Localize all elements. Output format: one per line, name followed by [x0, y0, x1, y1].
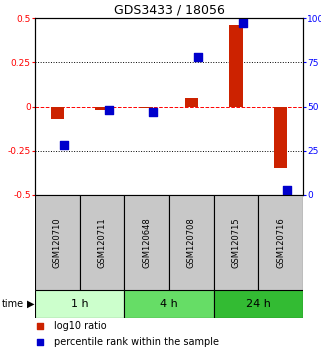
Point [61, 143, 66, 148]
Text: GSM120710: GSM120710 [53, 217, 62, 268]
Bar [35, 290, 124, 318]
Point [285, 187, 290, 193]
Text: percentile rank within the sample: percentile rank within the sample [54, 337, 219, 347]
Text: GSM120708: GSM120708 [187, 217, 196, 268]
Text: 1 h: 1 h [71, 299, 89, 309]
Bar [214, 195, 258, 290]
Text: log10 ratio: log10 ratio [54, 321, 106, 331]
Bar [124, 290, 214, 318]
Text: GSM120715: GSM120715 [231, 217, 240, 268]
Text: 4 h: 4 h [160, 299, 178, 309]
Text: ▶: ▶ [27, 299, 35, 309]
Text: 24 h: 24 h [246, 299, 271, 309]
Bar [35, 195, 80, 290]
Bar [95, 107, 109, 110]
Point [151, 109, 156, 115]
Text: GSM120716: GSM120716 [276, 217, 285, 268]
Point [195, 54, 201, 60]
Point [106, 107, 111, 113]
Point [38, 339, 43, 345]
Text: GSM120711: GSM120711 [98, 217, 107, 268]
Bar [140, 107, 153, 108]
Point [38, 323, 43, 329]
Bar [274, 107, 287, 169]
Point [240, 21, 245, 26]
Bar [169, 195, 214, 290]
Bar [80, 195, 124, 290]
Text: time: time [2, 299, 24, 309]
Bar [258, 195, 303, 290]
Bar [214, 290, 303, 318]
Text: GSM120648: GSM120648 [142, 217, 151, 268]
Bar [51, 107, 64, 119]
Title: GDS3433 / 18056: GDS3433 / 18056 [114, 4, 224, 17]
Bar [185, 98, 198, 107]
Bar [124, 195, 169, 290]
Bar [229, 25, 243, 107]
